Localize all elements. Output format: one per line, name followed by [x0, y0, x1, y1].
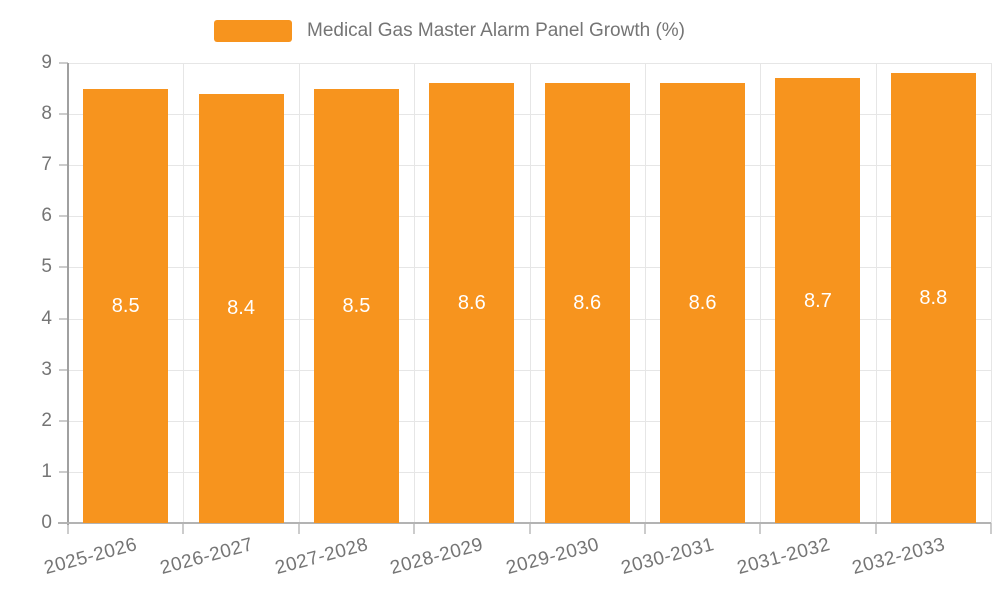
y-axis-tick	[59, 62, 68, 64]
y-axis-tick	[59, 317, 68, 320]
x-axis-category-label: 2030-2031	[619, 534, 717, 580]
gridline-vertical	[875, 63, 877, 523]
legend-swatch-icon	[214, 20, 292, 42]
x-axis-tick	[528, 523, 531, 534]
bar-2032-2033[interactable]	[890, 73, 976, 523]
x-axis-tick	[413, 523, 416, 534]
bar-2029-2030[interactable]	[544, 83, 630, 523]
bar-2028-2029[interactable]	[429, 83, 515, 523]
gridline-vertical	[298, 63, 300, 523]
legend-item[interactable]: Medical Gas Master Alarm Panel Growth (%…	[214, 20, 685, 42]
bar-value-label: 8.4	[227, 297, 255, 320]
x-axis-tick	[297, 523, 300, 534]
x-axis-tick	[643, 523, 646, 534]
bar-value-label: 8.8	[919, 287, 948, 310]
x-axis-category-label: 2027-2028	[273, 534, 371, 580]
y-axis-tick-label: 1	[41, 460, 52, 482]
bar-value-label: 8.7	[804, 289, 832, 312]
x-axis-category-label: 2025-2026	[42, 534, 140, 580]
bar-value-label: 8.5	[342, 294, 371, 317]
bar-2031-2032[interactable]	[775, 78, 861, 523]
bar-2030-2031[interactable]	[660, 83, 746, 523]
y-axis-tick	[59, 266, 68, 269]
x-axis-category-label: 2032-2033	[849, 534, 948, 580]
bar-value-label: 8.6	[688, 292, 717, 315]
y-axis-tick	[59, 113, 68, 116]
bar-value-label: 8.6	[573, 292, 602, 315]
y-axis-tick	[59, 164, 68, 167]
y-axis-tick	[59, 215, 68, 218]
x-axis-category-label: 2028-2029	[388, 534, 486, 580]
x-axis-line	[58, 522, 991, 524]
gridline-vertical	[644, 63, 646, 523]
y-axis-tick-label: 0	[41, 512, 52, 533]
gridline-vertical	[760, 63, 762, 523]
bar-value-label: 8.6	[457, 292, 486, 315]
y-axis-tick-label: 6	[41, 205, 52, 227]
x-axis-tick	[874, 523, 877, 534]
y-axis-tick-label: 7	[41, 154, 52, 176]
y-axis-tick-label: 3	[41, 358, 52, 380]
bar-2027-2028[interactable]	[313, 88, 399, 523]
y-axis-tick-label: 9	[41, 52, 52, 73]
y-axis-tick-label: 4	[41, 307, 52, 329]
x-axis-tick	[182, 523, 185, 534]
y-axis-tick-label: 2	[41, 409, 52, 431]
y-axis-tick	[59, 368, 68, 371]
x-axis-tick	[990, 523, 992, 534]
gridline-vertical	[529, 63, 531, 523]
gridline-vertical	[414, 63, 416, 523]
bar-2025-2026[interactable]	[83, 88, 169, 523]
legend-label: Medical Gas Master Alarm Panel Growth (%…	[307, 20, 686, 41]
gridline-vertical	[183, 63, 185, 523]
bar-value-label: 8.5	[111, 294, 140, 317]
x-axis-category-label: 2031-2032	[734, 534, 833, 580]
y-axis-line	[67, 63, 69, 525]
x-axis-category-label: 2026-2027	[157, 534, 256, 580]
y-axis-tick	[59, 470, 68, 473]
bar-2026-2027[interactable]	[198, 93, 284, 523]
x-axis-category-label: 2029-2030	[503, 534, 602, 580]
gridline-vertical	[991, 63, 992, 523]
y-axis-tick	[59, 419, 68, 422]
x-axis-tick	[67, 523, 69, 534]
x-axis-tick	[759, 523, 762, 534]
y-axis-tick-label: 5	[41, 256, 52, 278]
y-axis-tick-label: 8	[41, 103, 52, 125]
